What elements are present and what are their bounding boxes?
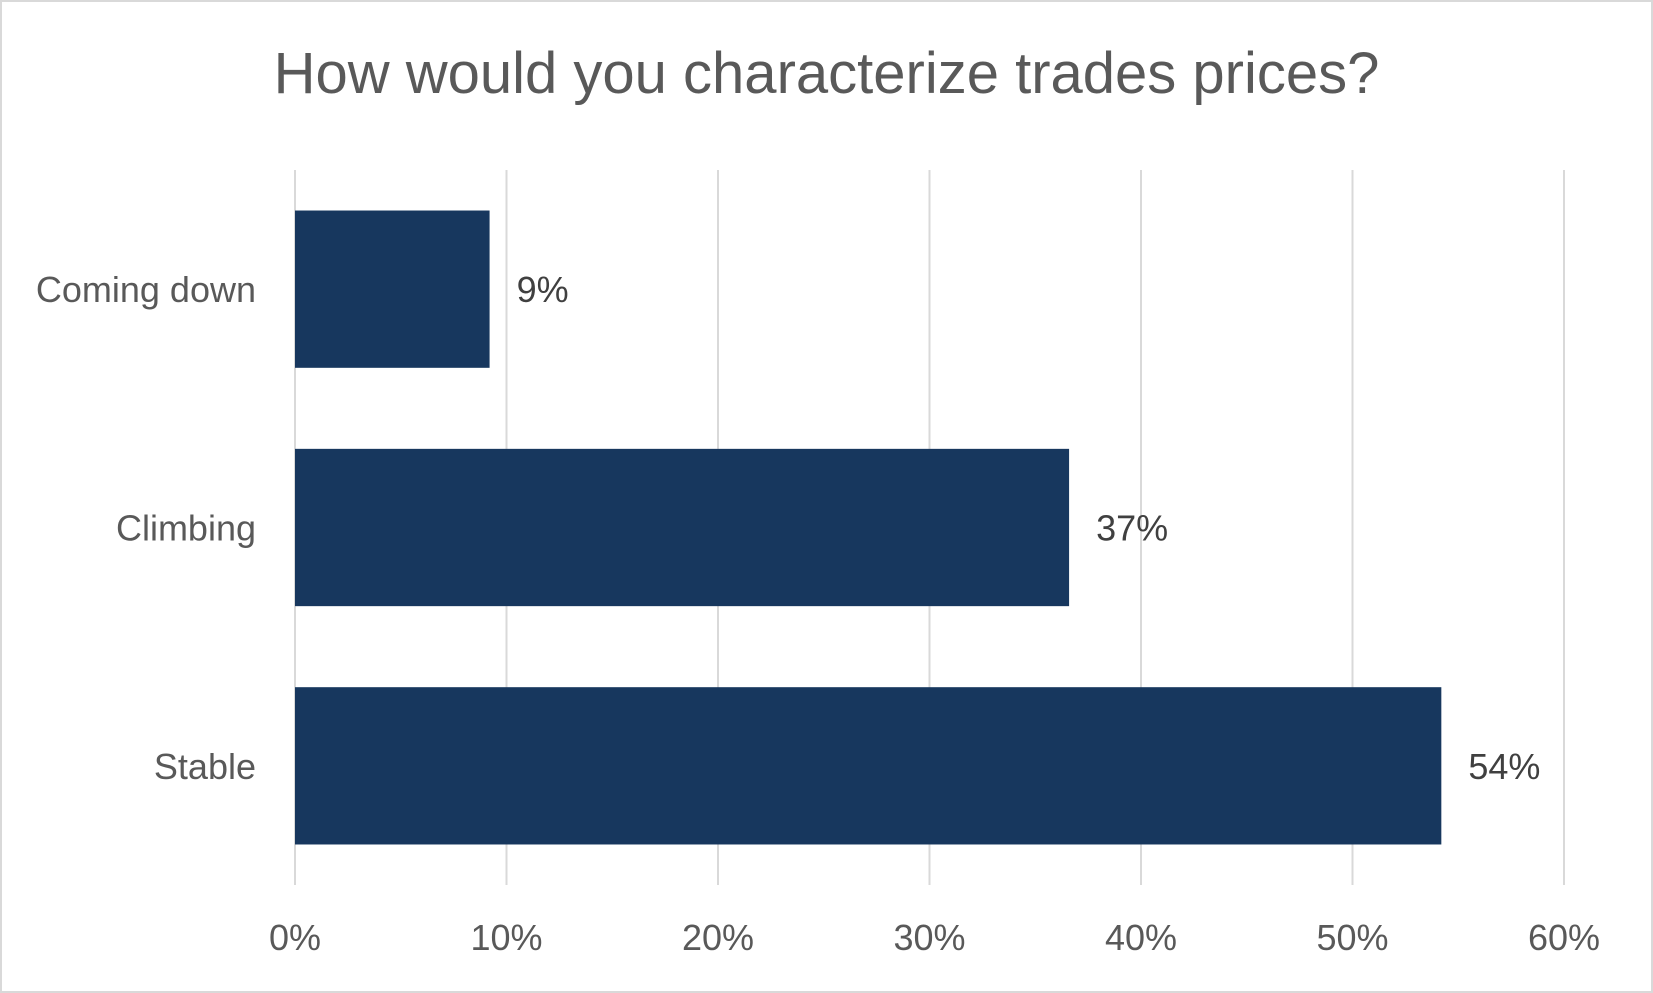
bar-coming-down <box>295 210 490 368</box>
x-tick-label: 40% <box>1105 917 1177 958</box>
x-tick-label: 10% <box>470 917 542 958</box>
x-tick-label: 30% <box>893 917 965 958</box>
x-tick-label: 20% <box>682 917 754 958</box>
x-tick-label: 0% <box>269 917 321 958</box>
category-label: Coming down <box>36 269 256 310</box>
chart-title: How would you characterize trades prices… <box>273 41 1380 106</box>
bar-climbing <box>295 448 1070 607</box>
x-tick-label: 60% <box>1528 917 1600 958</box>
data-label: 9% <box>517 269 569 310</box>
category-label: Stable <box>154 746 256 787</box>
data-label: 37% <box>1096 508 1168 549</box>
bar-layer <box>295 210 1442 845</box>
x-tick-label: 50% <box>1316 917 1388 958</box>
data-label: 54% <box>1468 746 1540 787</box>
bar-stable <box>295 687 1442 845</box>
label-layer: 0% 10% 20% 30% 40% 50% 60% Coming down 9% Climbin… <box>36 269 1600 958</box>
category-label: Climbing <box>116 508 256 549</box>
